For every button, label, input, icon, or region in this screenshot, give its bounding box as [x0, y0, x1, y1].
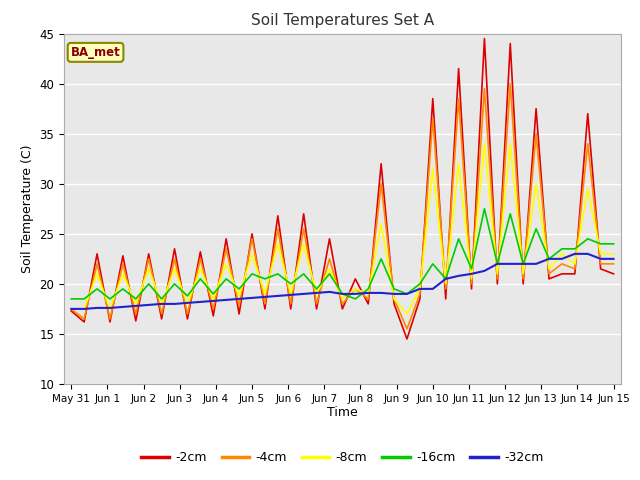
X-axis label: Time: Time [327, 407, 358, 420]
Text: BA_met: BA_met [70, 46, 120, 59]
Title: Soil Temperatures Set A: Soil Temperatures Set A [251, 13, 434, 28]
Y-axis label: Soil Temperature (C): Soil Temperature (C) [21, 144, 34, 273]
Legend: -2cm, -4cm, -8cm, -16cm, -32cm: -2cm, -4cm, -8cm, -16cm, -32cm [136, 446, 548, 469]
